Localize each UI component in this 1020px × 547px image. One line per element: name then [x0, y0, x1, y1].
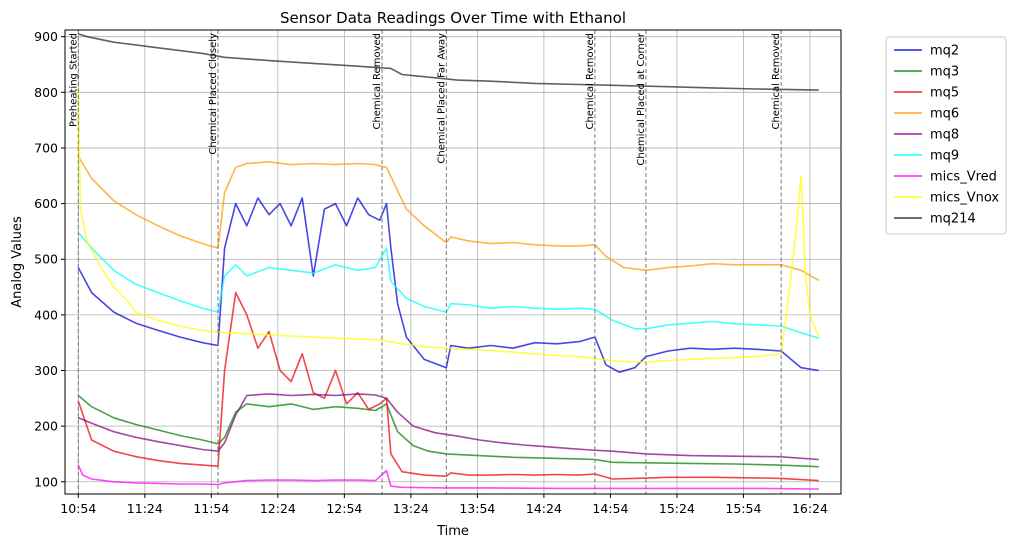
events-layer: Preheating Started Chemical Placed Closel…	[68, 30, 782, 494]
y-tick-label: 100	[34, 474, 58, 489]
grid	[65, 30, 841, 494]
x-tick-label: 14:54	[592, 501, 628, 516]
legend-label: mq9	[930, 149, 959, 164]
y-tick-label: 400	[34, 307, 58, 322]
event-label: Chemical Removed	[771, 33, 782, 130]
plot-frame	[64, 29, 842, 495]
legend-label: mq5	[930, 86, 959, 101]
legend: mq2 mq3 mq5 mq6 mq8 mq9 mics_Vred mics_Vnox mq21…	[885, 36, 1007, 235]
x-tick-label: 15:54	[725, 501, 761, 516]
x-tick-label: 12:54	[326, 501, 362, 516]
x-tick-label: 11:24	[127, 501, 163, 516]
series-line-mq9	[77, 231, 820, 339]
x-tick-label: 16:24	[792, 501, 828, 516]
y-tick-label: 200	[34, 419, 58, 434]
series-line-mq5	[77, 291, 819, 482]
series-line-mq6	[77, 155, 820, 282]
x-tick-label: 15:24	[659, 501, 695, 516]
legend-box	[885, 36, 1007, 235]
legend-label: mq8	[930, 128, 959, 143]
y-tick-label: 600	[34, 196, 58, 211]
x-tick-label: 13:24	[393, 501, 429, 516]
x-axis-title: Time	[436, 524, 469, 539]
series-line-mics-Vred	[77, 464, 819, 490]
x-tick-label: 10:54	[60, 501, 96, 516]
event-label: Preheating Started	[68, 33, 79, 127]
y-tick-label: 800	[34, 85, 58, 100]
series-line-mics-Vnox	[77, 86, 820, 363]
legend-label: mq214	[930, 212, 976, 227]
y-tick-label: 900	[34, 29, 58, 44]
series-layer	[77, 33, 820, 490]
y-tick-label: 300	[34, 363, 58, 378]
event-label: Chemical Removed	[585, 33, 596, 130]
series-line-mq214	[78, 33, 819, 91]
event-label: Chemical Placed at Corner	[636, 32, 647, 165]
event-label: Chemical Placed Closely	[208, 33, 219, 155]
legend-label: mq3	[930, 65, 959, 80]
y-tick-label: 700	[34, 140, 58, 155]
legend-label: mq2	[930, 44, 959, 59]
x-tick-label: 14:24	[526, 501, 562, 516]
x-tick-label: 12:24	[260, 501, 296, 516]
x-tick-label: 11:54	[193, 501, 229, 516]
x-tick-label: 13:54	[459, 501, 495, 516]
y-tick-label: 500	[34, 252, 58, 267]
legend-label: mq6	[930, 107, 959, 122]
y-axis-title: Analog Values	[10, 216, 25, 308]
legend-label: mics_Vnox	[930, 191, 999, 206]
chart-title: Sensor Data Readings Over Time with Etha…	[280, 9, 626, 27]
y-axis: 100 200 300 400 500 600 700 800 900	[34, 29, 65, 489]
x-axis: 10:54 11:24 11:54 12:24 12:54 13:24 13:54 14:24…	[60, 494, 828, 516]
event-label: Chemical Removed	[372, 33, 383, 130]
legend-label: mics_Vred	[930, 170, 997, 185]
series-line-mq2	[77, 197, 819, 373]
event-label: Chemical Placed Far Away	[436, 33, 447, 164]
series-line-mq8	[77, 393, 819, 461]
